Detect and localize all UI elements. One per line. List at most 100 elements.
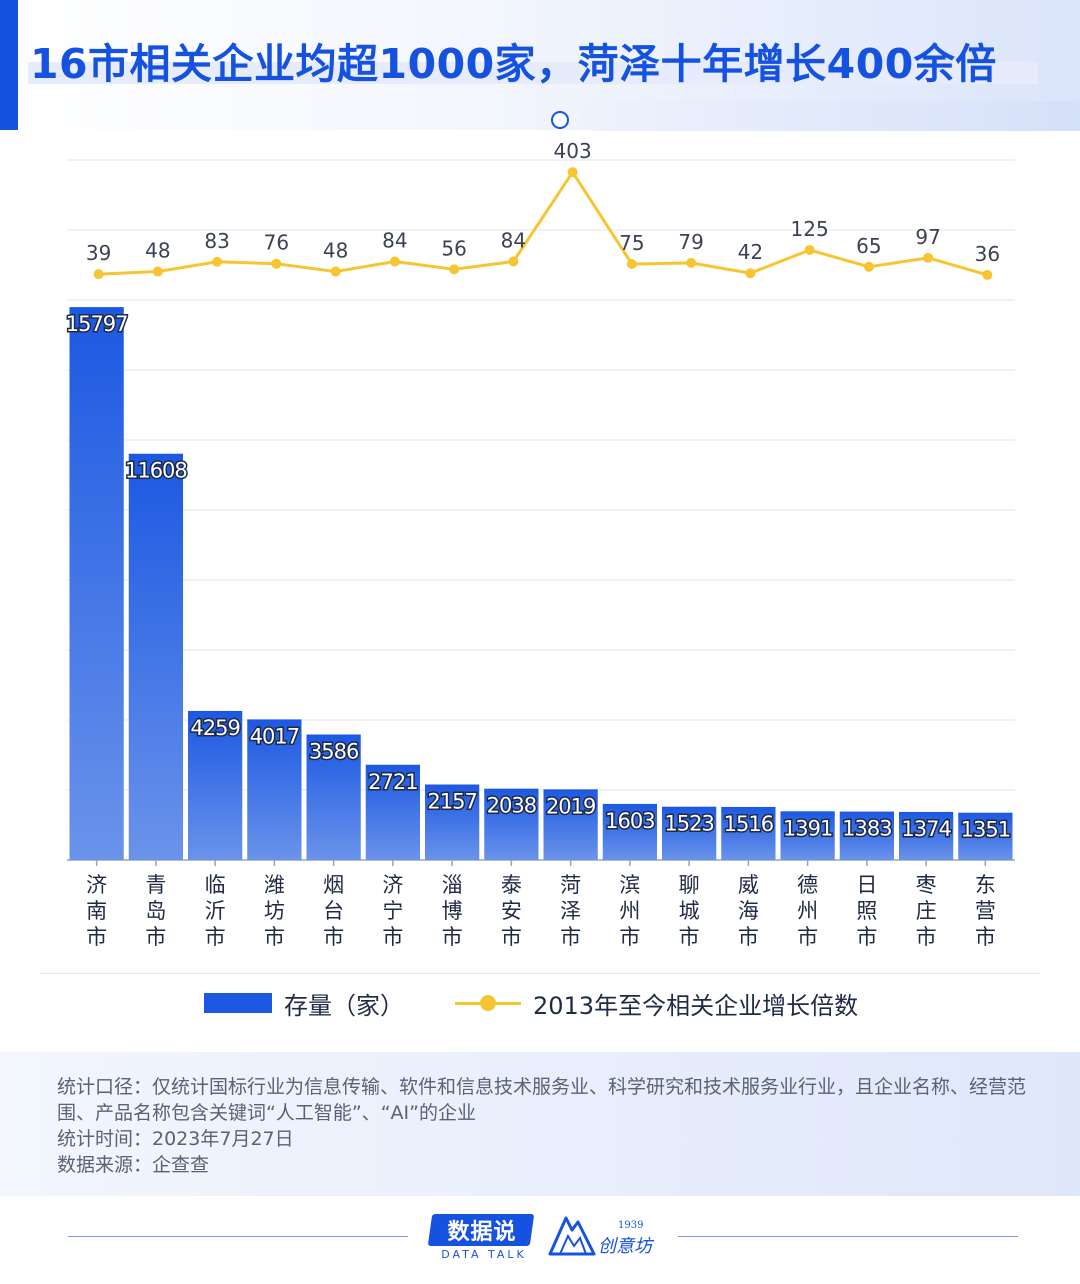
legend-line-dot <box>480 995 496 1011</box>
bar-value-label: 1603 <box>605 809 654 833</box>
title-decoration-circle <box>551 111 569 129</box>
legend-line-label: 2013年至今相关企业增长倍数 <box>533 992 859 1020</box>
bar-菏泽市 <box>543 789 598 860</box>
brand-subtitle: DATA TALK <box>441 1248 527 1261</box>
note-date: 统计时间：2023年7月27日 <box>57 1128 294 1150</box>
bar-value-label: 2019 <box>546 794 595 818</box>
bar-德州市 <box>780 811 835 860</box>
title-decoration-pill <box>580 101 1080 131</box>
growth-point <box>152 266 163 277</box>
bar-枣庄市 <box>899 811 954 860</box>
x-tick-label-char: 博 <box>442 899 463 923</box>
legend: 存量（家） 2013年至今相关企业增长倍数 <box>0 985 1080 1021</box>
bar-泰安市 <box>484 788 539 860</box>
x-tick-label-char: 滨 <box>619 873 640 897</box>
line-series: 39 48 83 76 48 84 56 84 403 75 79 42 125 65 97 36 <box>86 140 1000 280</box>
x-tick-label-char: 潍 <box>264 873 285 897</box>
x-tick-label-char: 沂 <box>205 899 226 923</box>
chart-title: 16市相关企业均超1000家，菏泽十年增长400余倍 <box>30 40 997 88</box>
x-tick-label-char: 市 <box>86 925 107 949</box>
legend-bar-label: 存量（家） <box>284 992 404 1020</box>
title-accent-bar <box>0 0 18 130</box>
x-tick-label-char: 海 <box>738 899 759 923</box>
bar-日照市 <box>839 811 894 860</box>
x-tick-label-char: 泰 <box>501 873 522 897</box>
bar-value-label: 1516 <box>724 812 774 836</box>
x-tick-label-char: 庄 <box>916 899 937 923</box>
bar-value-label: 1391 <box>783 816 832 840</box>
x-tick-label-char: 德 <box>797 873 818 897</box>
x-tick-label-char: 市 <box>382 925 403 949</box>
growth-point <box>93 269 104 280</box>
growth-value-label: 403 <box>554 140 592 163</box>
growth-value-label: 97 <box>915 225 940 249</box>
bar-value-label: 3586 <box>309 739 359 763</box>
x-tick-label-char: 市 <box>501 925 522 949</box>
bar-value-label: 2721 <box>368 770 417 794</box>
growth-value-label: 56 <box>441 236 466 260</box>
x-tick-label-char: 南 <box>86 899 107 923</box>
x-tick-label-char: 泽 <box>560 899 581 923</box>
growth-value-label: 42 <box>738 240 763 264</box>
growth-point <box>686 257 697 268</box>
x-tick-label-char: 市 <box>145 925 166 949</box>
x-tick-label-char: 市 <box>323 925 344 949</box>
combo-chart: 15797 11608 4259 4017 3586 2721 2157 2038 2019 16… <box>64 140 1015 949</box>
growth-point <box>508 256 519 267</box>
x-tick-label-char: 枣 <box>916 873 937 897</box>
growth-value-label: 65 <box>856 234 881 258</box>
growth-value-label: 48 <box>145 239 170 263</box>
footer-divider-right <box>678 1236 1018 1237</box>
x-tick-label-char: 淄 <box>442 873 463 897</box>
bar-value-label: 1523 <box>664 812 713 836</box>
x-tick-label-char: 市 <box>797 925 818 949</box>
bar-青岛市 <box>128 453 183 860</box>
x-tick-label-char: 州 <box>619 899 640 923</box>
x-tick-label-char: 坊 <box>264 899 285 923</box>
bar-value-label: 1351 <box>961 818 1010 842</box>
growth-value-label: 39 <box>86 241 111 265</box>
bar-东营市 <box>958 812 1013 860</box>
growth-point <box>212 256 223 267</box>
growth-line <box>98 170 988 277</box>
bar-value-label: 4259 <box>190 716 239 740</box>
x-tick-label-char: 威 <box>738 873 759 897</box>
bar-value-label: 4017 <box>250 724 299 748</box>
x-tick-label-char: 市 <box>619 925 640 949</box>
x-tick-label-char: 台 <box>323 899 344 923</box>
bar-value-label: 2038 <box>487 794 536 818</box>
x-tick-label-char: 日 <box>856 873 877 897</box>
x-tick-label-char: 营 <box>975 899 996 923</box>
growth-value-label: 83 <box>204 229 229 253</box>
x-tick-label-char: 照 <box>856 899 877 923</box>
growth-point <box>449 264 460 275</box>
bar-临沂市 <box>188 710 243 860</box>
growth-point <box>923 252 934 263</box>
x-tick-label-char: 城 <box>679 899 700 923</box>
growth-value-label: 75 <box>619 231 644 255</box>
notes-panel: 统计口径：仅统计国标行业为信息传输、软件和信息技术服务业、科学研究和技术服务业行… <box>0 1052 1080 1196</box>
x-tick-label-char: 市 <box>916 925 937 949</box>
growth-point <box>567 167 578 178</box>
legend-bar-swatch <box>204 993 272 1013</box>
bar-value-label: 11608 <box>125 459 187 483</box>
growth-point <box>745 268 756 279</box>
x-tick-label-char: 市 <box>738 925 759 949</box>
growth-point <box>389 256 400 267</box>
x-tick-label-char: 济 <box>382 873 403 897</box>
growth-value-label: 76 <box>264 231 289 255</box>
legend-divider <box>40 973 1040 974</box>
bar-聊城市 <box>662 806 717 860</box>
x-tick-label-char: 济 <box>86 873 107 897</box>
x-tick-label-char: 市 <box>679 925 700 949</box>
growth-point <box>330 266 341 277</box>
x-tick-label-char: 市 <box>205 925 226 949</box>
brand-name: 数据说 <box>447 1220 517 1245</box>
x-tick-label-char: 安 <box>501 899 522 923</box>
growth-value-label: 48 <box>323 239 348 263</box>
growth-point <box>626 259 637 269</box>
footer-divider-left <box>68 1236 408 1237</box>
x-tick-label-char: 岛 <box>145 899 166 923</box>
x-tick-label-char: 临 <box>205 873 226 897</box>
bar-value-label: 15797 <box>66 312 128 336</box>
